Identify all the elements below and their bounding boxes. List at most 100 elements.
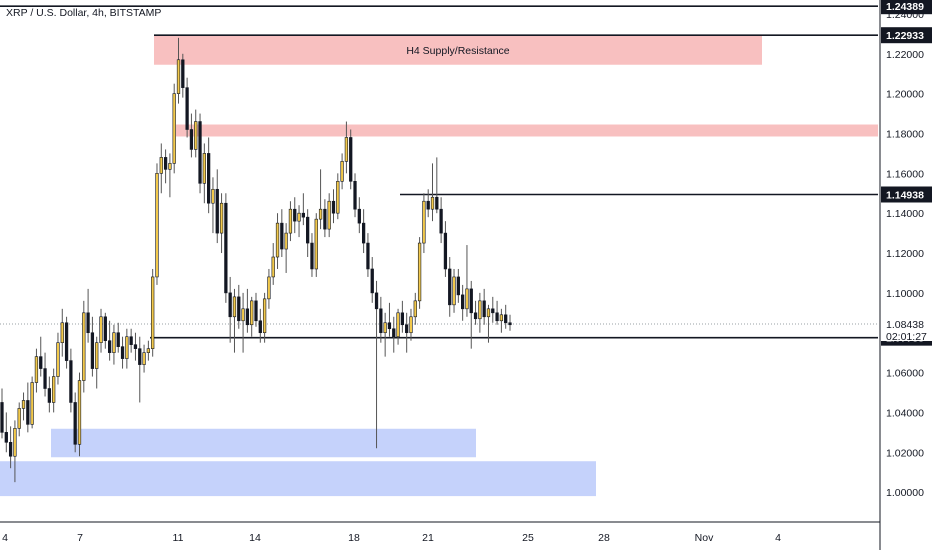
candle-body	[103, 316, 107, 341]
candle-body	[159, 157, 163, 174]
candle-body	[336, 181, 340, 214]
candle-body	[176, 59, 181, 94]
candle-body	[228, 292, 232, 318]
x-tick-label: 14	[249, 532, 261, 544]
candle-body	[26, 400, 30, 425]
y-tick-label: 1.04000	[886, 407, 924, 419]
candle-body	[185, 87, 189, 130]
candle-body	[172, 93, 176, 164]
y-tick-label: 1.12000	[886, 248, 924, 260]
x-tick-label: 11	[173, 532, 184, 544]
candle-body	[482, 300, 486, 318]
candle-body	[0, 402, 4, 433]
candle-body	[271, 256, 275, 278]
candle-body	[155, 173, 159, 278]
candle-body	[47, 388, 51, 403]
candle-body	[374, 292, 379, 310]
x-tick-label: 25	[522, 532, 534, 544]
candle-body	[306, 216, 310, 244]
candle-body	[82, 312, 86, 381]
candle-body	[254, 300, 258, 322]
candle-body	[310, 242, 314, 270]
zone-label: H4 Supply/Resistance	[406, 45, 509, 57]
candle-body	[383, 322, 387, 334]
candle-body	[73, 402, 77, 445]
level-price-tag-text: 1.14938	[886, 189, 924, 201]
candle-body	[211, 188, 215, 204]
current-price-text: 1.08438	[886, 319, 924, 331]
candle-body	[293, 208, 297, 222]
candle-body	[456, 276, 460, 296]
level-price-tag	[881, 27, 932, 44]
candle-body	[241, 308, 245, 322]
candle-body	[52, 376, 56, 403]
candle-body	[64, 322, 69, 361]
candle-body	[39, 356, 43, 369]
candle-body	[21, 400, 26, 409]
candle-body	[461, 294, 465, 310]
candle-body	[129, 336, 133, 345]
candle-body	[116, 332, 120, 347]
candle-body	[133, 344, 138, 349]
y-tick-label: 1.06000	[886, 368, 924, 380]
candle-body	[486, 308, 491, 318]
candle-body	[107, 340, 112, 353]
candle-body	[163, 157, 168, 170]
candle-body	[224, 202, 228, 294]
demand-zone	[0, 461, 596, 497]
candle-body	[112, 332, 116, 353]
candle-body	[508, 322, 512, 326]
x-tick-label: 4	[2, 532, 8, 544]
candle-body	[250, 300, 254, 326]
candle-body	[275, 222, 280, 258]
y-tick-label: 1.14000	[886, 208, 924, 220]
level-price-tag	[881, 186, 932, 203]
candle-body	[491, 308, 495, 314]
x-tick-label: Nov	[695, 532, 714, 544]
candle-body	[138, 348, 142, 365]
candle-body	[142, 352, 146, 365]
candle-body	[194, 121, 198, 150]
candle-body	[366, 242, 370, 270]
x-tick-label: 4	[775, 532, 781, 544]
candle-body	[86, 312, 90, 334]
candle-body	[370, 268, 374, 294]
y-tick-label: 1.00000	[886, 487, 924, 499]
candle-body	[151, 276, 155, 349]
candle-body	[448, 268, 452, 306]
y-tick-label: 1.18000	[886, 128, 924, 140]
candle-body	[280, 222, 284, 250]
candle-body	[422, 200, 426, 244]
candle-body	[262, 298, 267, 334]
level-price-tag	[881, 0, 932, 15]
candle-body	[90, 332, 95, 369]
candle-body	[8, 442, 13, 457]
y-tick-label: 1.02000	[886, 447, 924, 459]
candle-body	[417, 242, 422, 302]
candle-body	[30, 382, 34, 425]
candle-body	[125, 336, 129, 359]
y-tick-label: 1.10000	[886, 288, 924, 300]
candle-body	[409, 316, 413, 334]
candle-body	[297, 212, 301, 222]
candle-body	[443, 232, 448, 270]
candle-body	[426, 200, 430, 210]
x-tick-label: 7	[77, 532, 83, 544]
level-price-tag-text: 1.22933	[886, 30, 924, 42]
price-axis[interactable]	[880, 0, 932, 550]
candle-body	[207, 153, 211, 204]
supply-zone	[176, 124, 878, 137]
countdown-text: 02:01:27	[886, 331, 927, 343]
x-tick-label: 21	[422, 532, 434, 544]
candle-body	[95, 342, 99, 369]
candle-body	[344, 137, 349, 162]
candle-body	[357, 208, 361, 224]
candle-body	[202, 153, 206, 184]
candle-body	[77, 380, 82, 445]
candle-body	[43, 368, 47, 389]
candle-body	[349, 137, 353, 182]
candle-body	[69, 360, 73, 403]
candle-body	[340, 161, 344, 182]
